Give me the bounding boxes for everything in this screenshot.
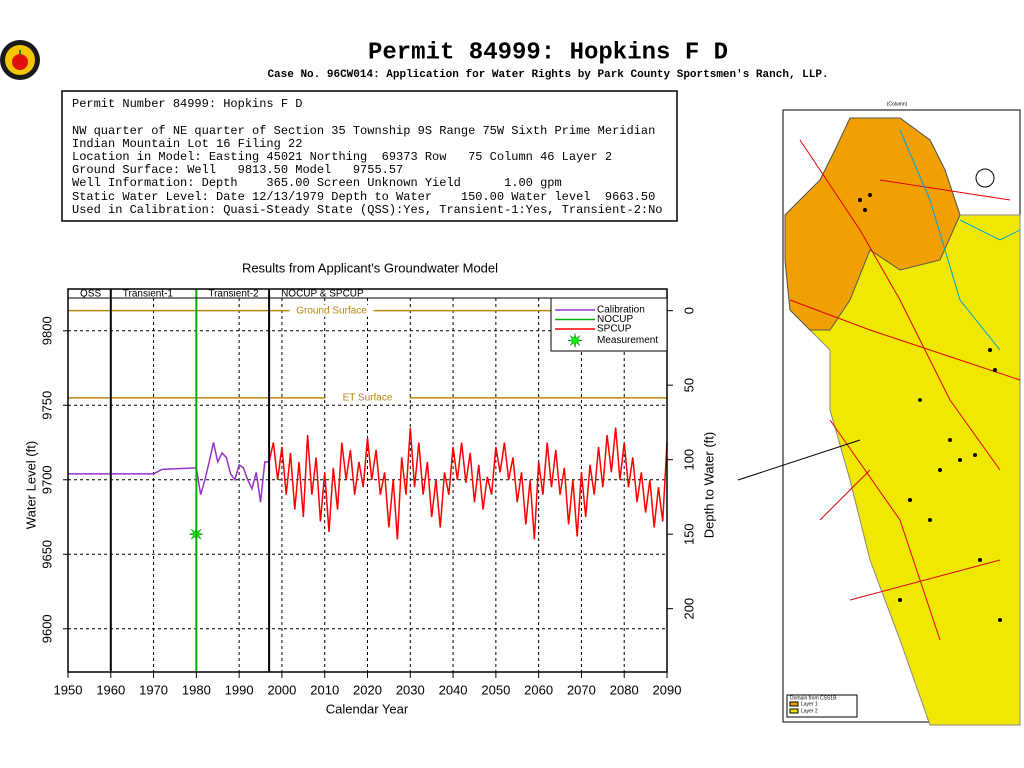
- x-tick-label: 2020: [353, 682, 382, 697]
- map-compass: [975, 168, 995, 188]
- period-label: NOCUP & SPCUP: [281, 289, 364, 300]
- info-line: Static Water Level: Date 12/13/1979 Dept…: [72, 190, 655, 204]
- legend-label: NOCUP: [597, 314, 633, 325]
- info-line: Location in Model: Easting 45021 Northin…: [72, 150, 612, 164]
- map-legend-item: Layer 2: [801, 708, 818, 714]
- period-label: Transient-1: [123, 289, 174, 300]
- series-line: [268, 427, 668, 540]
- reference-label-bg: [325, 391, 410, 404]
- map-legend-item: Layer 1: [801, 701, 818, 707]
- y2-tick-label: 50: [681, 378, 696, 392]
- plot-frame: [67, 288, 668, 673]
- x-tick-label: 1990: [225, 682, 254, 697]
- legend-swatch: [567, 333, 583, 348]
- x-tick-label: 2060: [524, 682, 553, 697]
- logo: [0, 40, 40, 80]
- y2-axis-label: Depth to Water (ft): [701, 432, 716, 538]
- legend-box: [550, 297, 668, 352]
- legend-label: Calibration: [597, 305, 645, 316]
- legend-label: Measurement: [597, 335, 658, 346]
- reference-label: Ground Surface: [296, 305, 367, 316]
- info-line: Well Information: Depth 365.00 Screen Un…: [72, 176, 562, 190]
- map-legend: [786, 694, 858, 718]
- x-tick-label: 2030: [396, 682, 425, 697]
- y-tick-label: 9750: [39, 391, 54, 420]
- chart-title: Results from Applicant's Groundwater Mod…: [242, 260, 498, 275]
- info-box: [61, 90, 678, 222]
- map-axis-label: (Column): [887, 101, 908, 107]
- x-tick-label: 2010: [310, 682, 339, 697]
- y-tick-label: 9800: [39, 316, 54, 345]
- info-line: NW quarter of NE quarter of Section 35 T…: [72, 124, 655, 138]
- x-tick-label: 2050: [481, 682, 510, 697]
- map-wells: [858, 193, 1002, 622]
- map: Domain from CSS1B Layer 1 Layer 2 (Colum…: [737, 101, 1021, 726]
- y-tick-label: 9650: [39, 540, 54, 569]
- reference-label-bg: [289, 304, 374, 317]
- map-roads: [789, 139, 1021, 641]
- map-streams: [899, 129, 1021, 351]
- x-tick-label: 2080: [610, 682, 639, 697]
- y-tick-label: 9700: [39, 465, 54, 494]
- x-tick-label: 1980: [182, 682, 211, 697]
- period-label: Transient-2: [208, 289, 259, 300]
- map-pointer: [737, 439, 861, 481]
- y2-tick-label: 150: [681, 523, 696, 545]
- info-line: Ground Surface: Well 9813.50 Model 9755.…: [72, 163, 403, 177]
- page-title: Permit 84999: Hopkins F D: [368, 39, 728, 66]
- y2-tick-label: 0: [681, 307, 696, 314]
- y-axis-label: Water Level (ft): [23, 441, 38, 529]
- map-legend-title: Domain from CSS1B: [790, 695, 837, 701]
- x-tick-label: 1970: [139, 682, 168, 697]
- period-label: QSS: [80, 289, 101, 300]
- y-tick-label: 9600: [39, 614, 54, 643]
- x-tick-label: 2090: [653, 682, 682, 697]
- x-tick-label: 2000: [267, 682, 296, 697]
- page-subtitle: Case No. 96CW014: Application for Water …: [267, 69, 828, 81]
- series-line: [68, 442, 270, 503]
- map-layer1: [784, 117, 961, 331]
- info-lines: Permit Number 84999: Hopkins F D NW quart…: [72, 97, 663, 217]
- legend-label: SPCUP: [597, 324, 632, 335]
- info-line: Permit Number 84999: Hopkins F D: [72, 97, 302, 111]
- x-tick-label: 1960: [96, 682, 125, 697]
- info-line: Indian Mountain Lot 16 Filing 22: [72, 137, 302, 151]
- info-line: Used in Calibration: Quasi-Steady State …: [72, 203, 663, 217]
- x-tick-label: 1950: [54, 682, 83, 697]
- x-axis-label: Calendar Year: [326, 701, 409, 716]
- x-tick-label: 2070: [567, 682, 596, 697]
- reference-label: ET Surface: [343, 392, 393, 403]
- x-tick-label: 2040: [439, 682, 468, 697]
- plot: 9600 9650 9700 9750 9800 0 50 100 150 200 1950 1960…: [39, 288, 696, 697]
- y2-tick-label: 200: [681, 598, 696, 620]
- y2-tick-label: 100: [681, 449, 696, 471]
